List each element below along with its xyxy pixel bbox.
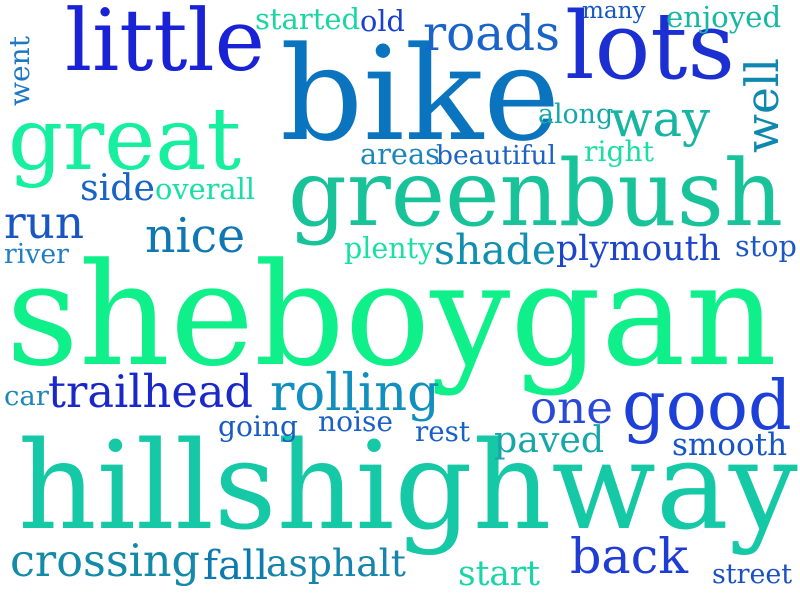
word-trailhead: trailhead — [48, 366, 254, 418]
word-greenbush: greenbush — [288, 140, 784, 247]
word-right: right — [584, 135, 655, 168]
word-side: side — [80, 166, 155, 209]
word-crossing: crossing — [10, 536, 201, 587]
word-many: many — [582, 0, 646, 24]
word-good: good — [622, 367, 792, 446]
word-river: river — [4, 239, 69, 270]
word-start: start — [458, 554, 541, 594]
word-well: well — [736, 58, 789, 153]
word-beautiful: beautiful — [436, 140, 556, 171]
word-run: run — [4, 196, 84, 249]
word-car: car — [4, 380, 49, 412]
word-enjoyed: enjoyed — [666, 0, 782, 34]
word-started: started — [255, 2, 361, 36]
word-great: great — [8, 90, 242, 190]
word-roads: roads — [423, 6, 560, 62]
word-went: went — [3, 35, 36, 106]
word-paved: paved — [494, 418, 605, 461]
word-way: way — [610, 90, 711, 148]
word-lots: lots — [565, 0, 735, 100]
word-areas: areas — [360, 137, 440, 171]
word-one: one — [530, 381, 613, 434]
word-stop: stop — [735, 229, 797, 263]
word-asphalt: asphalt — [266, 541, 406, 585]
word-rolling: rolling — [270, 364, 440, 423]
word-bike: bike — [280, 19, 561, 170]
word-plymouth: plymouth — [556, 229, 721, 269]
word-along: along — [538, 99, 614, 130]
word-overall: overall — [155, 172, 256, 206]
word-going: going — [218, 410, 298, 443]
word-sheboygan: sheboygan — [6, 233, 777, 398]
word-street: street — [712, 559, 793, 590]
word-old: old — [360, 4, 405, 38]
word-hillshighway: hillshighway — [18, 415, 798, 557]
word-shade: shade — [434, 226, 557, 274]
word-fall: fall — [203, 541, 269, 589]
word-smooth: smooth — [672, 427, 788, 463]
word-rest: rest — [415, 415, 470, 448]
word-noise: noise — [318, 405, 394, 438]
word-back: back — [570, 527, 688, 585]
word-plenty: plenty — [344, 232, 435, 265]
word-nice: nice — [145, 209, 246, 264]
word-little: little — [65, 0, 265, 91]
